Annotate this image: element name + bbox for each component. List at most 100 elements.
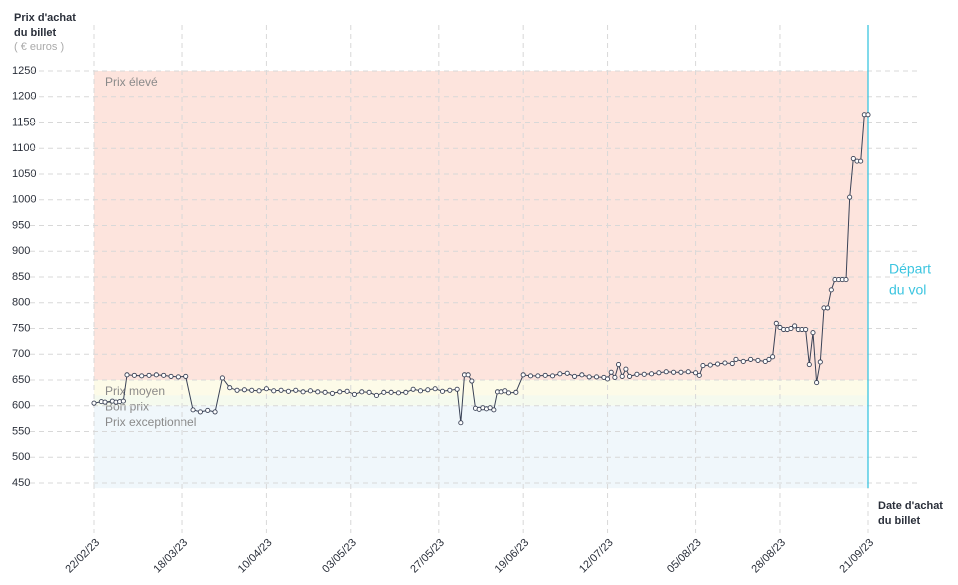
price-point <box>439 388 446 394</box>
price-point <box>733 356 739 362</box>
price-point <box>748 356 754 362</box>
price-point <box>91 400 97 406</box>
price-point <box>344 388 350 394</box>
price-point <box>858 158 864 164</box>
y-tick-label: 850 <box>12 271 30 283</box>
price-point <box>366 389 372 395</box>
price-point <box>634 371 640 377</box>
price-point <box>722 360 728 366</box>
price-point <box>458 420 464 426</box>
x-tick-label: 27/05/23 <box>408 537 447 576</box>
x-tick-label: 05/08/23 <box>665 537 704 576</box>
departure-label: du vol <box>889 282 926 298</box>
price-point <box>425 387 431 393</box>
price-point <box>557 371 563 377</box>
y-tick-label: 750 <box>12 322 30 334</box>
price-band <box>94 405 868 489</box>
price-point <box>542 372 548 378</box>
x-title: du billet <box>878 515 921 527</box>
price-point <box>227 385 233 391</box>
price-point <box>146 372 152 378</box>
price-point <box>627 373 633 379</box>
price-point <box>663 369 669 375</box>
price-point <box>403 389 409 395</box>
price-point <box>432 386 438 392</box>
price-point <box>373 392 380 399</box>
price-point <box>124 372 130 378</box>
price-point <box>337 389 343 395</box>
y-tick-label: 550 <box>12 425 30 437</box>
price-point <box>263 386 269 392</box>
x-tick-label: 03/05/23 <box>320 537 359 576</box>
price-point <box>623 366 629 372</box>
x-tick-label: 22/02/23 <box>63 537 102 576</box>
price-point <box>102 399 108 405</box>
price-point <box>256 388 262 394</box>
y-tick-label: 600 <box>12 400 30 412</box>
price-point <box>285 388 291 394</box>
band-label: Prix élevé <box>105 75 158 89</box>
price-point <box>707 362 713 368</box>
y-tick-label: 700 <box>12 348 30 360</box>
price-point <box>168 373 174 379</box>
price-point <box>612 374 618 380</box>
price-point <box>491 407 497 413</box>
price-point <box>175 374 181 380</box>
price-point <box>616 361 622 368</box>
price-point <box>388 389 394 395</box>
y-tick-label: 900 <box>12 245 30 257</box>
price-point <box>814 380 820 386</box>
price-point <box>792 323 798 329</box>
price-point <box>502 388 508 394</box>
price-point <box>847 194 853 200</box>
price-point <box>564 370 570 376</box>
price-point <box>593 374 600 380</box>
price-point <box>395 390 402 396</box>
x-title: Date d'achat <box>878 500 943 512</box>
band-label: Prix moyen <box>105 384 165 398</box>
price-point <box>649 371 655 377</box>
price-point <box>139 373 145 379</box>
x-tick-label: 10/04/23 <box>236 537 275 576</box>
y-tick-label: 1150 <box>12 116 36 128</box>
price-point <box>817 359 823 365</box>
y-tick-label: 800 <box>12 297 30 309</box>
price-point <box>770 354 776 360</box>
y-unit: ( € euros ) <box>14 41 64 53</box>
y-tick-label: 500 <box>12 451 30 463</box>
price-point <box>505 390 512 396</box>
price-point <box>249 387 255 393</box>
price-point <box>307 388 313 394</box>
price-point <box>487 405 493 411</box>
price-point <box>656 370 662 376</box>
price-point <box>359 389 365 395</box>
price-point <box>161 372 167 378</box>
price-band <box>94 395 868 406</box>
price-point <box>197 409 203 415</box>
price-point <box>322 389 328 395</box>
price-point <box>293 387 299 393</box>
price-point <box>381 389 387 395</box>
price-point <box>806 361 812 368</box>
price-point <box>212 409 218 415</box>
y-tick-label: 1100 <box>12 142 36 154</box>
price-point <box>865 112 871 118</box>
y-title: Prix d'achat <box>14 12 76 24</box>
price-point <box>329 390 335 396</box>
price-point <box>850 155 856 162</box>
price-point <box>803 326 809 333</box>
price-point <box>828 287 834 293</box>
departure-label: Départ <box>889 261 931 277</box>
price-point <box>641 371 647 377</box>
price-point <box>766 356 772 362</box>
price-point <box>469 378 475 384</box>
price-point <box>205 407 211 413</box>
price-point <box>300 389 306 395</box>
y-tick-label: 1250 <box>12 65 36 77</box>
price-point <box>153 372 159 378</box>
price-point <box>671 369 677 375</box>
price-point <box>527 373 534 379</box>
price-point <box>605 376 611 382</box>
price-point <box>183 373 189 379</box>
